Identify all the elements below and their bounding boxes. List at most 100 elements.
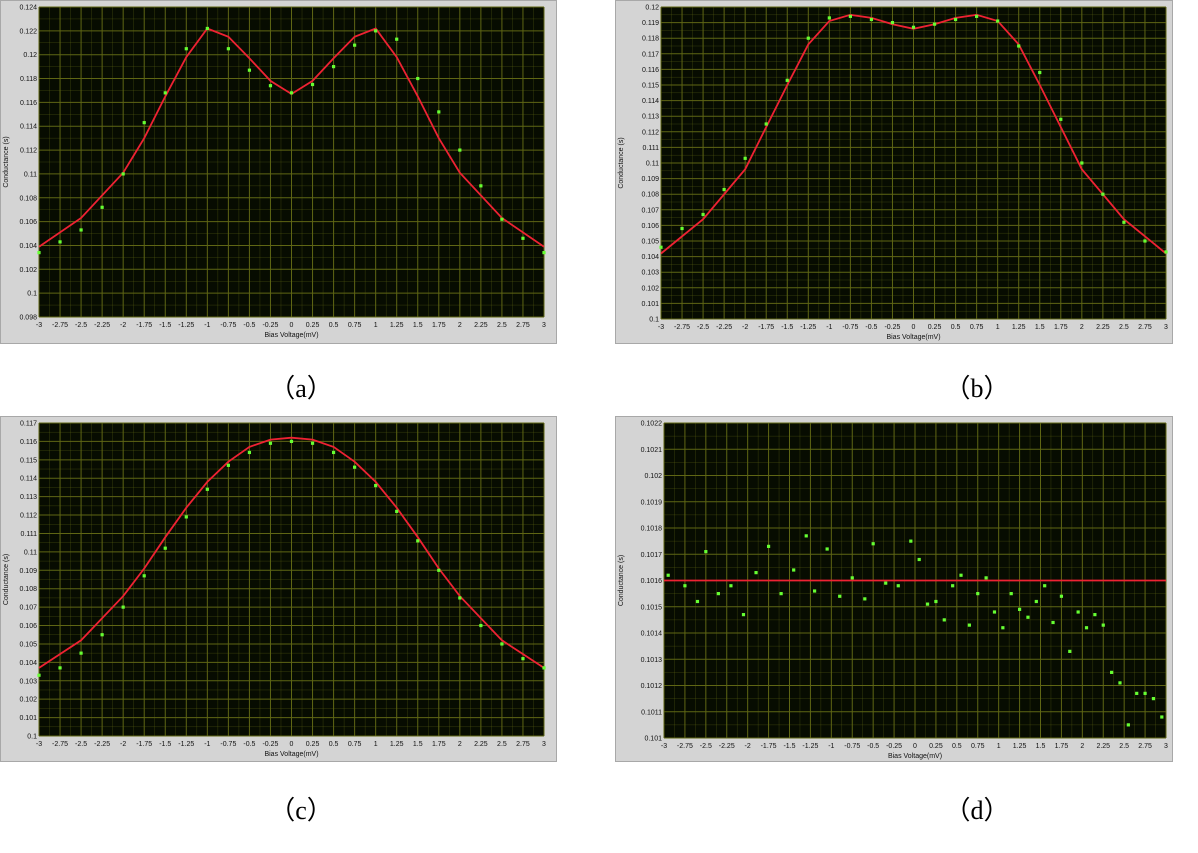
data-point [1017, 44, 1021, 48]
y-tick-label: 0.104 [19, 660, 37, 667]
x-tick-label: -3 [661, 743, 667, 750]
data-point [976, 592, 980, 596]
x-tick-label: 0.75 [971, 743, 985, 750]
x-axis-label: Bias Voltage(mV) [888, 753, 942, 760]
data-point [871, 542, 875, 546]
data-point [163, 91, 167, 95]
x-tick-label: 0.75 [348, 741, 362, 748]
x-tick-label: 0.5 [952, 743, 962, 750]
data-point [869, 17, 874, 22]
data-point [437, 568, 441, 572]
data-point [395, 509, 399, 513]
x-tick-label: -2.25 [94, 322, 110, 329]
x-tick-label: -0.25 [884, 324, 900, 331]
data-point [163, 546, 167, 550]
x-tick-label: -2.75 [674, 324, 690, 331]
y-tick-label: 0.115 [642, 83, 659, 90]
panel-label-b: （b） [944, 374, 1010, 403]
data-point [1151, 697, 1156, 701]
data-point [1084, 626, 1089, 630]
x-axis-label: Bias Voltage(mV) [264, 751, 318, 758]
data-point [500, 642, 504, 646]
x-tick-label: -0.25 [262, 322, 278, 329]
x-tick-label: -2.25 [719, 743, 735, 750]
x-tick-label: -0.75 [220, 322, 236, 329]
data-point [863, 597, 867, 601]
x-tick-label: -0.75 [220, 741, 236, 748]
x-tick-label: 1 [996, 324, 1000, 331]
data-point [953, 17, 958, 22]
x-tick-label: -1.5 [159, 322, 171, 329]
y-tick-label: 0.113 [642, 114, 659, 121]
data-point [458, 596, 462, 600]
data-point [79, 651, 83, 655]
data-point [353, 43, 357, 47]
data-point [1009, 592, 1013, 596]
x-tick-label: -1.5 [783, 743, 795, 750]
y-tick-label: 0.1012 [641, 683, 663, 690]
y-axis-label: Conductance (s) [3, 554, 10, 605]
x-axis-label: Bias Voltage(mV) [886, 334, 940, 341]
data-point [1093, 613, 1097, 617]
x-tick-label: 1.5 [413, 322, 423, 329]
x-tick-label: 3 [542, 741, 546, 748]
x-tick-label: -2.75 [677, 743, 693, 750]
y-tick-label: 0.114 [20, 476, 37, 483]
x-tick-label: 1 [997, 743, 1001, 750]
data-point [1143, 691, 1147, 695]
x-tick-label: 0 [912, 324, 916, 331]
data-point [374, 29, 378, 33]
y-tick-label: 0.105 [19, 641, 37, 648]
x-tick-label: -3 [36, 322, 42, 329]
data-point [1080, 161, 1084, 165]
data-point [58, 240, 62, 244]
data-point [695, 599, 700, 604]
data-point [683, 584, 687, 588]
chart-panel-a: -3 -2.75 -2.5 -2.25 -2 -1.75 -1.5 -1.25 -1 -0.75-… [0, 0, 557, 344]
data-point [353, 465, 357, 469]
data-point [289, 439, 294, 444]
x-tick-label: 0 [290, 741, 294, 748]
data-point [1101, 192, 1105, 196]
data-point [1118, 681, 1122, 685]
x-tick-label: 3 [1164, 324, 1168, 331]
data-point [959, 573, 963, 577]
x-tick-label: 1.75 [432, 322, 446, 329]
x-tick-label: -1 [204, 741, 210, 748]
data-point [1135, 691, 1139, 695]
x-tick-label: 0.75 [348, 322, 362, 329]
x-tick-label: -2 [120, 322, 126, 329]
x-tick-label: 2 [458, 741, 462, 748]
data-point [458, 148, 462, 152]
fit-curve [38, 436, 545, 669]
panel-label-a: （a） [269, 374, 333, 403]
y-tick-label: 0.106 [19, 623, 37, 630]
x-tick-label: 1.5 [1036, 743, 1046, 750]
data-point [729, 584, 733, 588]
data-point [247, 450, 252, 455]
x-tick-label: -0.75 [842, 324, 858, 331]
data-point [743, 156, 747, 160]
data-point [848, 14, 852, 18]
data-point [779, 592, 783, 596]
data-point [1068, 649, 1072, 653]
data-point [813, 589, 817, 593]
chart-svg: -3 -2.75 -2.5 -2.25 -2 -1.75 -1.5 -1.25 -1 -0.75-… [618, 5, 1168, 342]
y-tick-label: 0.1019 [641, 499, 663, 506]
x-tick-label: 0.5 [329, 322, 339, 329]
y-tick-label: 0.118 [642, 36, 659, 43]
x-tick-label: 2.25 [1096, 743, 1110, 750]
y-tick-label: 0.103 [19, 678, 37, 685]
x-tick-label: -1.25 [178, 741, 194, 748]
y-tick-label: 0.102 [644, 473, 662, 480]
data-point [932, 22, 937, 26]
x-tick-label: 0.25 [929, 743, 943, 750]
x-tick-label: 1.25 [1012, 324, 1026, 331]
x-tick-label: -2 [742, 324, 748, 331]
chart-panel-c: -3 -2.75 -2.5 -2.25 -2 -1.75 -1.5 -1.25 -1 -0.75-… [0, 416, 557, 762]
x-tick-label: 1 [374, 322, 378, 329]
x-tick-label: -2.5 [75, 322, 87, 329]
x-tick-label: 2.25 [474, 741, 488, 748]
x-tick-label: 0.25 [306, 322, 320, 329]
data-point [825, 547, 829, 551]
